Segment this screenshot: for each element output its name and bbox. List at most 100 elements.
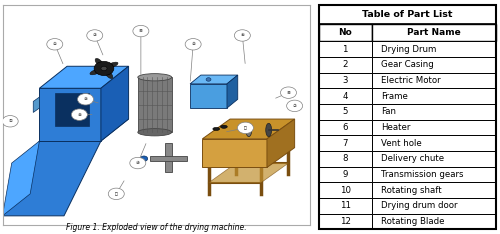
- Circle shape: [101, 66, 107, 71]
- Polygon shape: [227, 75, 237, 108]
- Bar: [372, 24, 496, 41]
- Bar: [318, 198, 372, 214]
- Bar: [318, 57, 372, 73]
- Text: ②: ②: [53, 42, 56, 46]
- Text: 10: 10: [340, 186, 350, 195]
- Ellipse shape: [213, 128, 220, 131]
- Polygon shape: [40, 88, 101, 141]
- Bar: [318, 24, 372, 41]
- Text: 5: 5: [342, 107, 348, 116]
- Circle shape: [133, 25, 149, 37]
- Bar: [372, 41, 496, 57]
- Bar: [372, 214, 496, 229]
- Ellipse shape: [90, 69, 101, 75]
- Bar: [318, 120, 372, 135]
- Polygon shape: [190, 75, 238, 84]
- Text: 2: 2: [342, 60, 348, 69]
- Bar: [318, 151, 372, 167]
- Polygon shape: [101, 66, 128, 141]
- Text: ⑦: ⑦: [292, 104, 296, 108]
- Circle shape: [87, 30, 102, 41]
- Circle shape: [140, 156, 147, 161]
- Circle shape: [185, 39, 201, 50]
- Ellipse shape: [246, 123, 252, 137]
- Text: Figure 1. Exploded view of the drying machine.: Figure 1. Exploded view of the drying ma…: [66, 223, 246, 232]
- Text: ⑤: ⑤: [191, 42, 195, 46]
- Text: Vent hole: Vent hole: [381, 139, 422, 148]
- Polygon shape: [166, 143, 172, 172]
- Circle shape: [2, 116, 18, 127]
- Text: 9: 9: [342, 170, 348, 179]
- Bar: [372, 182, 496, 198]
- Circle shape: [286, 100, 302, 112]
- Circle shape: [238, 122, 254, 134]
- Polygon shape: [208, 163, 288, 183]
- Text: 4: 4: [342, 92, 348, 101]
- Polygon shape: [2, 141, 40, 216]
- Text: Drying Drum: Drying Drum: [381, 45, 436, 54]
- Text: ⑨: ⑨: [84, 97, 87, 101]
- Circle shape: [78, 94, 94, 105]
- Bar: [318, 73, 372, 88]
- Circle shape: [234, 30, 250, 41]
- Text: ④: ④: [139, 29, 143, 33]
- Text: 6: 6: [342, 123, 348, 132]
- Polygon shape: [249, 123, 268, 137]
- Text: 3: 3: [342, 76, 348, 85]
- Bar: [318, 182, 372, 198]
- Text: Frame: Frame: [381, 92, 408, 101]
- Bar: [372, 120, 496, 135]
- Ellipse shape: [107, 62, 118, 68]
- Text: ①: ①: [8, 119, 12, 123]
- Polygon shape: [40, 119, 128, 141]
- Polygon shape: [267, 119, 294, 168]
- Circle shape: [94, 62, 114, 76]
- Text: ⑪: ⑪: [115, 192, 117, 196]
- Circle shape: [206, 78, 211, 81]
- Text: ⑩: ⑩: [136, 161, 140, 165]
- Bar: [318, 214, 372, 229]
- Polygon shape: [138, 77, 172, 132]
- Text: ⑧: ⑧: [78, 113, 82, 117]
- Text: ⑥: ⑥: [240, 33, 244, 37]
- Text: ④: ④: [286, 91, 290, 95]
- Bar: [372, 198, 496, 214]
- Text: Table of Part List: Table of Part List: [362, 10, 452, 19]
- Text: Transmission gears: Transmission gears: [381, 170, 464, 179]
- Polygon shape: [40, 66, 128, 88]
- Ellipse shape: [266, 123, 272, 137]
- Circle shape: [130, 157, 146, 169]
- Circle shape: [72, 109, 88, 120]
- Bar: [372, 151, 496, 167]
- Circle shape: [280, 87, 296, 98]
- Text: 12: 12: [340, 217, 350, 226]
- Polygon shape: [33, 97, 40, 113]
- Text: Gear Casing: Gear Casing: [381, 60, 434, 69]
- Polygon shape: [2, 141, 101, 216]
- Bar: [372, 104, 496, 120]
- Polygon shape: [150, 157, 187, 161]
- Ellipse shape: [138, 74, 172, 81]
- Circle shape: [108, 188, 124, 200]
- Text: 11: 11: [340, 201, 350, 210]
- Polygon shape: [55, 93, 88, 126]
- Text: 8: 8: [342, 154, 348, 163]
- Text: ⑫: ⑫: [244, 126, 246, 130]
- Bar: [318, 135, 372, 151]
- Circle shape: [47, 39, 63, 50]
- Text: No: No: [338, 28, 352, 37]
- Bar: [372, 135, 496, 151]
- Bar: [318, 41, 372, 57]
- Bar: [318, 88, 372, 104]
- Bar: [318, 5, 496, 24]
- Text: Part Name: Part Name: [407, 28, 461, 37]
- Polygon shape: [202, 139, 267, 168]
- Text: Delivery chute: Delivery chute: [381, 154, 444, 163]
- Text: Electric Motor: Electric Motor: [381, 76, 440, 85]
- Text: Rotating Blade: Rotating Blade: [381, 217, 444, 226]
- Text: Heater: Heater: [381, 123, 410, 132]
- Text: 7: 7: [342, 139, 348, 148]
- Polygon shape: [190, 84, 227, 108]
- Bar: [372, 57, 496, 73]
- Text: Fan: Fan: [381, 107, 396, 116]
